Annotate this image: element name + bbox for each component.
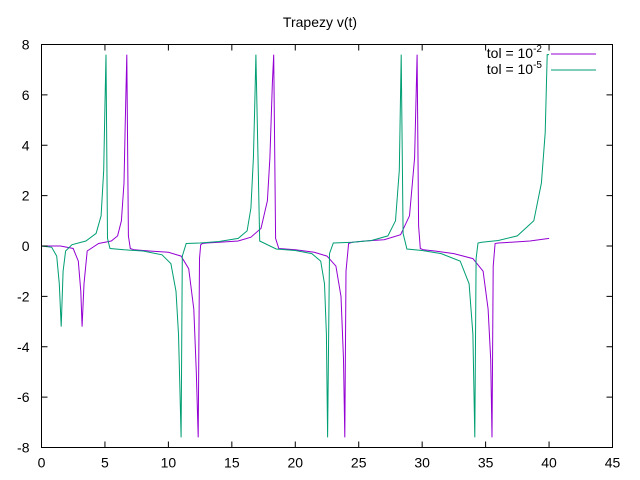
y-tick-label: 2 — [22, 188, 30, 204]
y-tick-label: 0 — [22, 238, 30, 254]
x-tick-label: 25 — [351, 455, 367, 471]
y-tick-label: -8 — [17, 440, 30, 456]
x-tick-label: 0 — [38, 455, 46, 471]
x-tick-label: 35 — [478, 455, 494, 471]
x-tick-label: 5 — [101, 455, 109, 471]
legend-label-1: tol = 10-2 — [487, 44, 543, 61]
series-line-1 — [41, 54, 550, 438]
x-tick-label: 20 — [287, 455, 303, 471]
y-tick-label: -6 — [17, 389, 30, 405]
series-line-2 — [41, 54, 550, 438]
y-tick-label: 6 — [22, 87, 30, 103]
x-tick-label: 45 — [605, 455, 621, 471]
y-tick-label: 8 — [22, 37, 30, 53]
x-tick-label: 40 — [541, 455, 557, 471]
x-tick-label: 10 — [161, 455, 177, 471]
chart-title: Trapezy v(t) — [283, 14, 357, 30]
legend-label-2: tol = 10-5 — [487, 60, 543, 77]
series-layer — [41, 54, 550, 438]
x-tick-label: 30 — [414, 455, 430, 471]
ticks-layer: 0 5 10 15 20 25 30 35 40 45 -8 -6 -4 -2 0 2 4 6 8 — [17, 37, 620, 471]
y-tick-label: 4 — [22, 137, 30, 153]
y-tick-label: -4 — [17, 339, 30, 355]
x-tick-label: 15 — [224, 455, 240, 471]
y-tick-label: -2 — [17, 288, 30, 304]
